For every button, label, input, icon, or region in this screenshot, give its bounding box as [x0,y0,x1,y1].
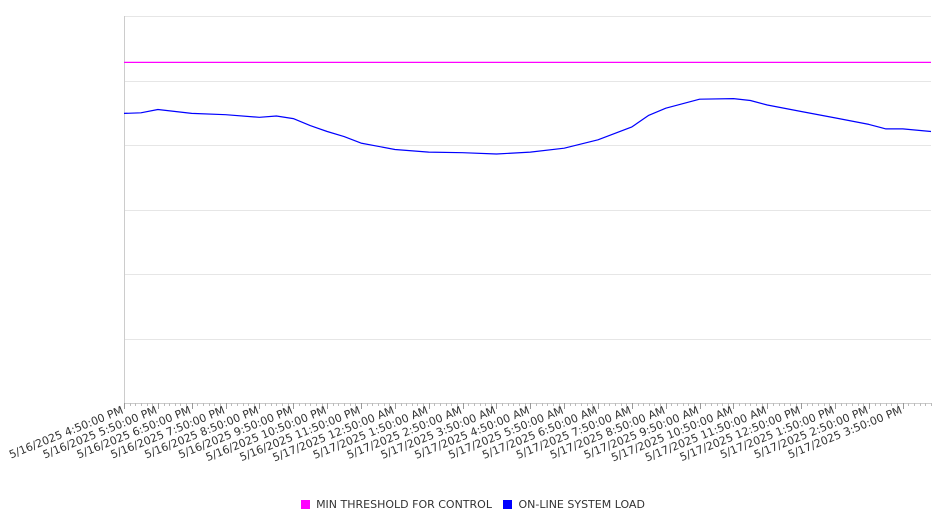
legend-item-min-threshold[interactable]: MIN THRESHOLD FOR CONTROL [301,498,492,511]
gridlines [124,16,931,340]
legend-label-min-threshold: MIN THRESHOLD FOR CONTROL [316,498,492,511]
legend-swatch-min-threshold [301,500,311,509]
legend: MIN THRESHOLD FOR CONTROL ON-LINE SYSTEM… [0,498,946,511]
x-axis-tick-labels: 5/16/2025 4:50:00 PM5/16/2025 5:50:00 PM… [7,403,904,464]
series-lines [123,61,932,155]
legend-swatch-system-load [503,500,513,509]
legend-item-system-load[interactable]: ON-LINE SYSTEM LOAD [503,498,645,511]
series-line-system-load [123,97,932,155]
legend-label-system-load: ON-LINE SYSTEM LOAD [518,498,645,511]
